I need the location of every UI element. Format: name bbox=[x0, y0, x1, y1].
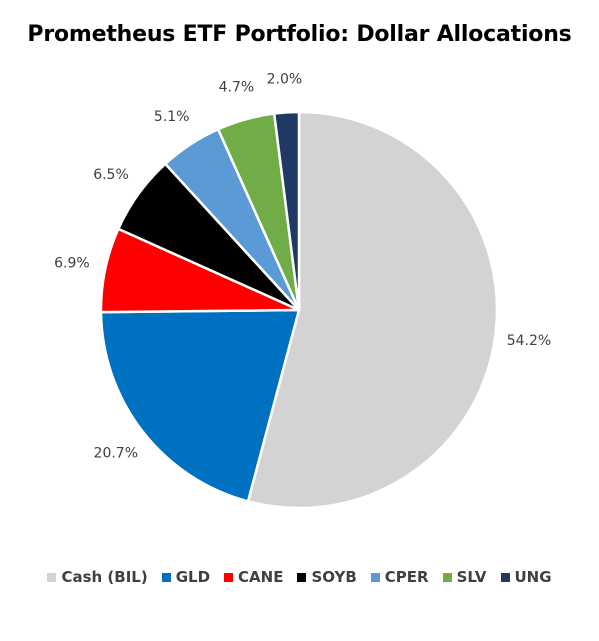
legend-item: GLD bbox=[161, 568, 211, 586]
legend-item: SOYB bbox=[297, 568, 357, 586]
legend-item: CPER bbox=[370, 568, 429, 586]
legend-swatch bbox=[500, 572, 510, 582]
legend-label: GLD bbox=[175, 568, 211, 586]
pie-slice-cash-bil bbox=[246, 110, 499, 510]
legend-swatch bbox=[370, 572, 380, 582]
pie-slice-gld bbox=[99, 308, 301, 503]
data-label-cper: 5.1% bbox=[154, 109, 190, 125]
legend-swatch bbox=[47, 572, 57, 582]
data-label-ung: 2.0% bbox=[267, 72, 303, 88]
legend-label: SLV bbox=[456, 568, 487, 586]
legend-item: UNG bbox=[500, 568, 552, 586]
legend-label: UNG bbox=[514, 568, 552, 586]
legend-item: Cash (BIL) bbox=[47, 568, 148, 586]
data-label-gld: 20.7% bbox=[94, 445, 138, 461]
legend-item: CANE bbox=[224, 568, 283, 586]
legend-label: SOYB bbox=[311, 568, 357, 586]
legend-label: Cash (BIL) bbox=[61, 568, 148, 586]
legend-swatch bbox=[224, 572, 234, 582]
data-label-cash-bil: 54.2% bbox=[507, 333, 551, 349]
data-label-cane: 6.9% bbox=[54, 256, 90, 272]
data-label-slv: 4.7% bbox=[219, 80, 255, 96]
legend-label: CANE bbox=[238, 568, 284, 586]
chart-title: Prometheus ETF Portfolio: Dollar Allocat… bbox=[27, 22, 572, 47]
legend-swatch bbox=[161, 572, 171, 582]
pie-slice-ung bbox=[272, 110, 301, 312]
data-label-soyb: 6.5% bbox=[93, 167, 129, 183]
chart-legend: Cash (BIL) GLD CANE SOYB CPER SLV UNG bbox=[0, 568, 599, 586]
legend-label: CPER bbox=[384, 568, 429, 586]
legend-swatch bbox=[442, 572, 452, 582]
legend-swatch bbox=[297, 572, 307, 582]
legend-item: SLV bbox=[442, 568, 487, 586]
